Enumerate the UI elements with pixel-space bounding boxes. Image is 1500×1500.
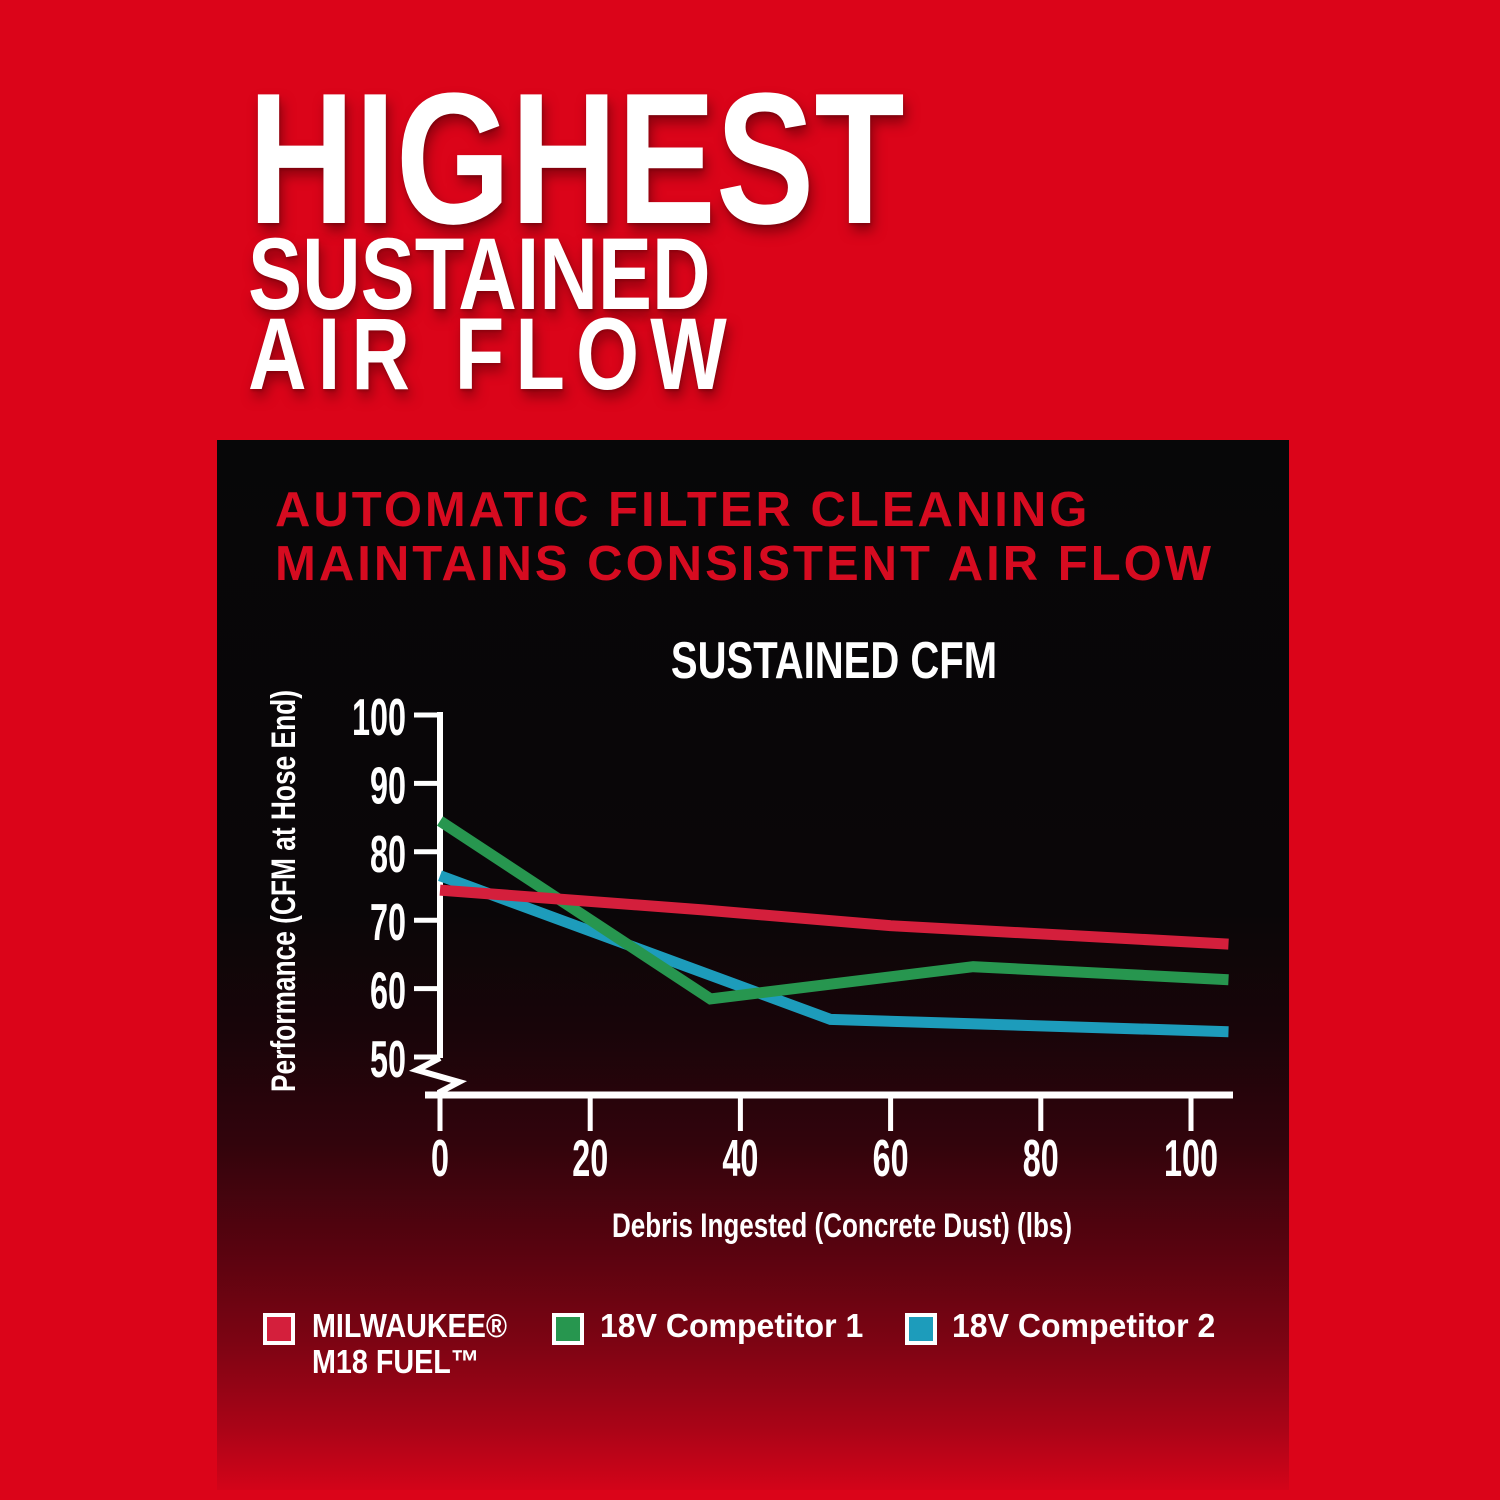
y-tick-label-90: 90 xyxy=(370,757,406,815)
legend-swatch-competitor-1 xyxy=(552,1313,584,1345)
panel-subtitle-line-2: MAINTAINS CONSISTENT AIR FLOW xyxy=(275,537,1214,591)
chart-panel: AUTOMATIC FILTER CLEANING MAINTAINS CONS… xyxy=(217,440,1289,1490)
y-tick-label-80: 80 xyxy=(370,826,406,884)
legend-label-milwaukee-line-1: MILWAUKEE® xyxy=(312,1307,508,1344)
legend-label-milwaukee-line-2: M18 FUEL™ xyxy=(312,1342,480,1380)
x-tick-label-80: 80 xyxy=(1023,1130,1059,1188)
legend-label-competitor-2: 18V Competitor 2 xyxy=(952,1307,1216,1344)
x-tick-label-0: 0 xyxy=(431,1130,449,1188)
chart-title: SUSTAINED CFM xyxy=(670,632,998,690)
series-line-18v-competitor-2 xyxy=(438,870,1229,1038)
y-tick-label-50: 50 xyxy=(370,1031,406,1089)
x-tick-labels: 0 20 40 60 80 100 xyxy=(431,1130,1218,1188)
heading-line-2: SUSTAINED xyxy=(248,217,711,331)
x-tick-label-60: 60 xyxy=(873,1130,909,1188)
x-tick-label-20: 20 xyxy=(572,1130,608,1188)
series-line-milwaukee-m18-fuel- xyxy=(439,884,1229,950)
x-tick-label-40: 40 xyxy=(722,1130,758,1188)
panel-subtitle: AUTOMATIC FILTER CLEANING MAINTAINS CONS… xyxy=(275,483,1214,591)
x-axis-title: Debris Ingested (Concrete Dust) (lbs) xyxy=(612,1207,1072,1245)
legend-swatch-competitor-2 xyxy=(905,1313,937,1345)
heading-line-3: AIR FLOW xyxy=(248,297,738,411)
sustained-cfm-line-chart: 100 90 80 70 60 50 0 20 40 60 80 100 Performance (CF… xyxy=(265,689,1233,1245)
legend-swatch-milwaukee xyxy=(263,1313,295,1345)
y-tick-label-70: 70 xyxy=(370,894,406,952)
axes xyxy=(408,712,1233,1131)
series-line-18v-competitor-1 xyxy=(436,816,1229,1005)
heading-line-1: HIGHEST xyxy=(248,54,905,263)
y-tick-label-60: 60 xyxy=(370,963,406,1021)
y-axis-title: Performance (CFM at Hose End) xyxy=(265,690,303,1092)
legend-label-milwaukee: MILWAUKEE® M18 FUEL™ xyxy=(312,1308,507,1379)
y-tick-labels: 100 90 80 70 60 50 xyxy=(352,689,406,1089)
series-lines xyxy=(436,816,1229,1038)
legend-label-competitor-1: 18V Competitor 1 xyxy=(600,1307,864,1344)
panel-subtitle-line-1: AUTOMATIC FILTER CLEANING xyxy=(275,483,1091,537)
y-tick-label-100: 100 xyxy=(352,689,406,747)
chart-legend: MILWAUKEE® M18 FUEL™ 18V Competitor 1 18… xyxy=(217,1290,1289,1430)
x-tick-label-100: 100 xyxy=(1164,1130,1218,1188)
